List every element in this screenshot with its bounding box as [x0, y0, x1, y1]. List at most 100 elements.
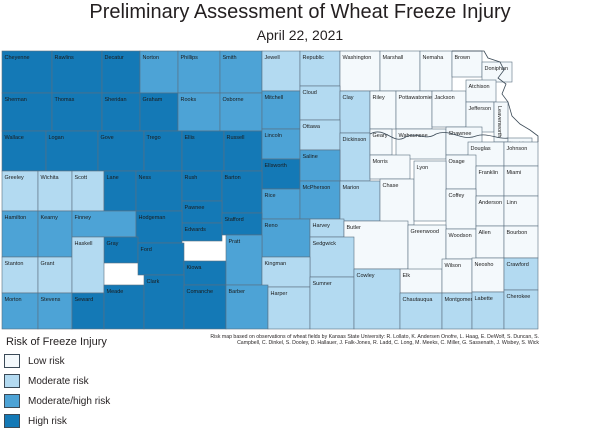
county-label-lincoln: Lincoln: [265, 133, 282, 139]
county-label-neosho: Neosho: [475, 262, 494, 268]
county-label-reno: Reno: [265, 223, 278, 229]
county-label-graham: Graham: [143, 97, 163, 103]
county-reno: [261, 218, 311, 258]
kansas-county-map: Cheyenne Rawlins Decatur Norton Phillips Smit…: [1, 50, 539, 330]
county-mcpherson: [299, 180, 341, 220]
county-haskell: [71, 236, 105, 294]
county-republic: [299, 50, 341, 87]
county-label-franklin: Franklin: [479, 170, 499, 176]
county-lyon: [413, 160, 447, 222]
legend-label-low: Low risk: [28, 355, 65, 367]
county-meade: [103, 284, 145, 330]
county-label-woodson: Woodson: [449, 233, 472, 239]
county-label-riley: Riley: [373, 95, 385, 101]
county-ottawa: [299, 119, 341, 151]
county-chase: [379, 178, 415, 226]
county-label-kiowa: Kiowa: [187, 265, 203, 271]
legend-item-modhigh: Moderate/high risk: [4, 394, 110, 408]
county-label-russell: Russell: [227, 135, 245, 141]
county-label-sheridan: Sheridan: [105, 97, 127, 103]
county-wilson: [441, 258, 473, 294]
map-date: April 22, 2021: [256, 27, 344, 43]
county-wallace: [1, 130, 47, 172]
county-label-hamilton: Hamilton: [5, 215, 27, 221]
county-label-pratt: Pratt: [229, 239, 241, 245]
legend-label-high: High risk: [28, 415, 67, 427]
county-barber: [225, 284, 269, 330]
county-label-marion: Marion: [343, 185, 360, 191]
county-label-atchison: Atchison: [469, 84, 490, 90]
kansas-river: [369, 131, 509, 140]
county-label-chautauqua: Chautauqua: [403, 297, 434, 303]
county-label-harvey: Harvey: [313, 223, 331, 229]
legend-label-modhigh: Moderate/high risk: [28, 395, 111, 407]
county-linn: [503, 195, 539, 227]
county-morton: [1, 292, 39, 330]
county-label-morris: Morris: [373, 159, 389, 165]
county-label-ellis: Ellis: [185, 135, 195, 141]
county-anderson: [475, 195, 505, 227]
county-morris: [369, 154, 411, 180]
county-ford: [137, 242, 185, 276]
county-label-cherokee: Cherokee: [507, 294, 531, 300]
county-chautauqua: [399, 292, 443, 330]
county-label-coffey: Coffey: [449, 193, 465, 199]
county-label-scott: Scott: [75, 175, 88, 181]
county-label-shawnee: Shawnee: [449, 131, 472, 137]
county-label-meade: Meade: [107, 289, 124, 295]
county-grant: [37, 256, 73, 294]
county-label-wilson: Wilson: [445, 263, 462, 269]
county-label-douglas: Douglas: [471, 146, 491, 152]
county-label-clay: Clay: [343, 95, 354, 101]
county-mitchell: [261, 90, 301, 130]
county-label-gove: Gove: [101, 135, 114, 141]
county-gray: [103, 236, 139, 264]
county-label-ellsworth: Ellsworth: [265, 163, 287, 169]
county-label-wichita: Wichita: [41, 175, 60, 181]
county-marion: [339, 180, 381, 222]
county-label-finney: Finney: [75, 215, 92, 221]
county-osborne: [219, 92, 263, 132]
county-coffey: [445, 188, 477, 230]
county-label-labette: Labette: [475, 296, 493, 302]
county-label-ness: Ness: [139, 175, 152, 181]
county-label-linn: Linn: [507, 200, 517, 206]
county-hodgeman: [135, 210, 183, 244]
county-label-decatur: Decatur: [105, 55, 124, 61]
county-label-jefferson: Jefferson: [469, 106, 492, 112]
county-label-barton: Barton: [225, 175, 241, 181]
county-pottawatomie: [395, 90, 433, 130]
county-label-sedgwick: Sedgwick: [313, 241, 337, 247]
county-label-logan: Logan: [49, 135, 64, 141]
legend-swatch-low: [4, 354, 20, 368]
county-thomas: [51, 92, 103, 132]
county-label-stafford: Stafford: [225, 217, 244, 223]
county-label-ottawa: Ottawa: [303, 124, 321, 130]
legend-swatch-moderate: [4, 374, 20, 388]
county-trego: [143, 130, 183, 172]
county-label-cheyenne: Cheyenne: [5, 55, 30, 61]
county-cowley: [353, 268, 401, 330]
county-label-doniphan: Doniphan: [485, 66, 509, 72]
county-riley: [369, 90, 397, 130]
map-title: Preliminary Assessment of Wheat Freeze I…: [89, 1, 511, 23]
county-label-ford: Ford: [141, 247, 152, 253]
county-scott: [71, 170, 105, 212]
county-label-jewell: Jewell: [265, 55, 280, 61]
county-logan: [45, 130, 99, 172]
county-label-dickinson: Dickinson: [343, 137, 367, 143]
county-label-jackson: Jackson: [435, 95, 455, 101]
county-label-allen: Allen: [479, 230, 491, 236]
county-label-geary: Geary: [373, 133, 388, 139]
county-sumner: [309, 276, 355, 330]
county-label-osage: Osage: [449, 159, 465, 165]
county-wabaunsee: [395, 128, 447, 160]
county-saline: [299, 149, 341, 182]
legend-title: Risk of Freeze Injury: [6, 336, 107, 348]
county-sedgwick: [309, 236, 355, 278]
county-label-thomas: Thomas: [55, 97, 75, 103]
county-label-bourbon: Bourbon: [507, 230, 528, 236]
county-label-chase: Chase: [383, 183, 399, 189]
county-label-montgomery: Montgomery: [445, 297, 476, 303]
county-doniphan: [481, 61, 513, 83]
